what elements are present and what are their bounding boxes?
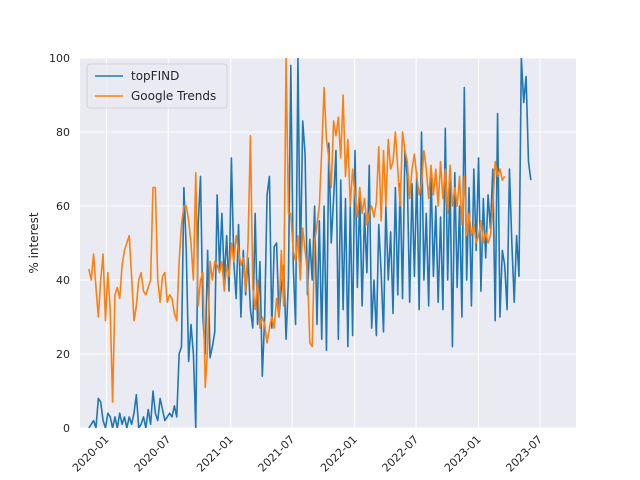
series-line-topfind bbox=[88, 58, 532, 428]
series-line-google-trends bbox=[88, 58, 506, 403]
y-tick-label: 0 bbox=[63, 422, 70, 435]
legend: topFIND Google Trends bbox=[86, 63, 228, 109]
y-tick-label: 20 bbox=[56, 348, 70, 361]
y-tick-label: 60 bbox=[56, 200, 70, 213]
grid-lines bbox=[80, 57, 576, 429]
series-layer bbox=[88, 58, 532, 428]
y-tick-label: 40 bbox=[56, 274, 70, 287]
legend-entry: topFIND bbox=[131, 69, 179, 83]
y-axis-ticks: 0 20 40 60 80 100 bbox=[49, 52, 70, 435]
legend-entry: Google Trends bbox=[131, 89, 216, 103]
legend-box bbox=[86, 63, 228, 109]
y-tick-label: 100 bbox=[49, 52, 70, 65]
y-axis-label: % interest bbox=[27, 212, 41, 274]
y-tick-label: 80 bbox=[56, 126, 70, 139]
